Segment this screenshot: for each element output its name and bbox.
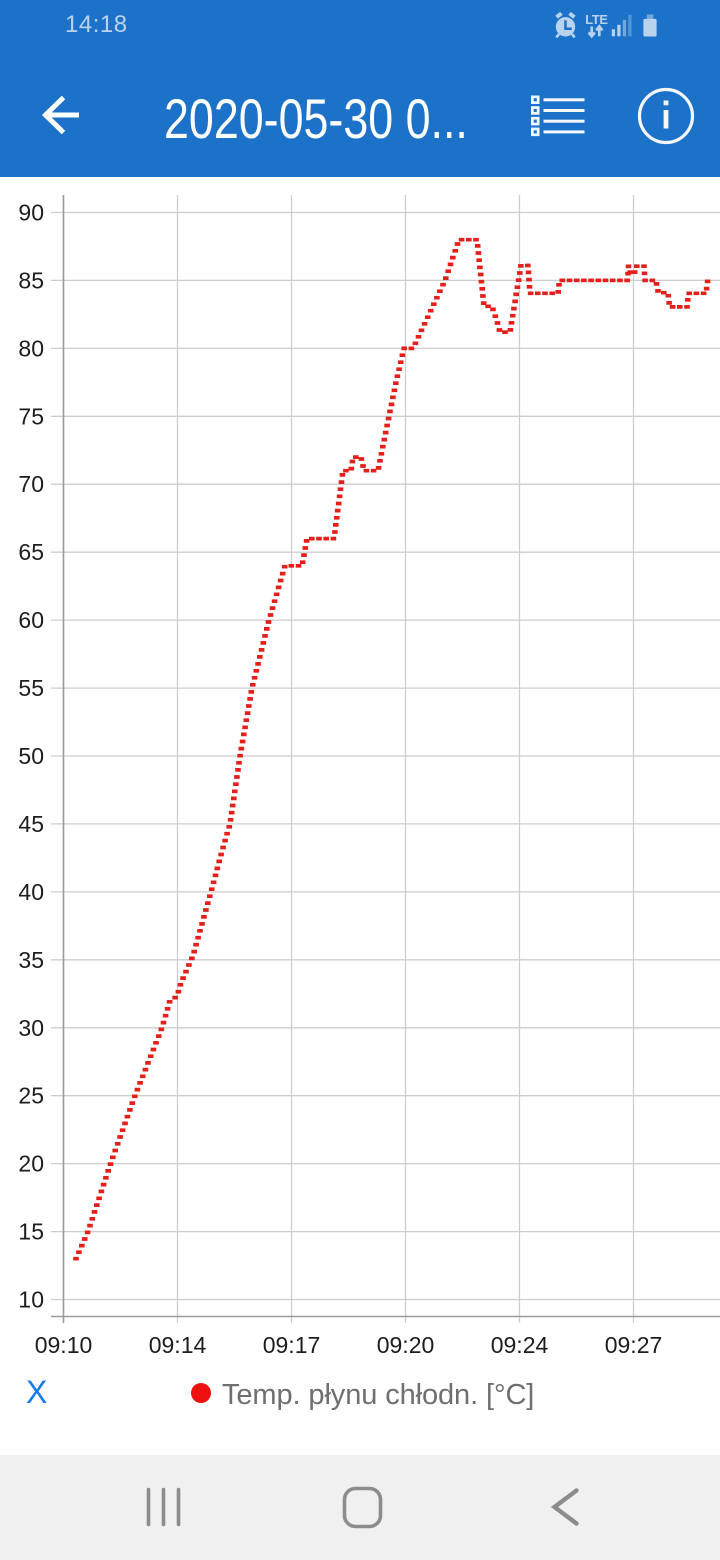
svg-text:X: X: [26, 1374, 47, 1410]
svg-text:09:10: 09:10: [35, 1332, 93, 1358]
svg-text:30: 30: [18, 1015, 44, 1041]
svg-text:45: 45: [18, 811, 44, 837]
svg-text:85: 85: [18, 267, 44, 293]
svg-text:35: 35: [18, 947, 44, 973]
svg-text:LTE: LTE: [585, 12, 608, 27]
svg-text:75: 75: [18, 403, 44, 429]
svg-text:20: 20: [18, 1151, 44, 1177]
svg-text:55: 55: [18, 675, 44, 701]
svg-text:60: 60: [18, 607, 44, 633]
svg-text:40: 40: [18, 879, 44, 905]
svg-text:Temp. płynu chłodn. [°C]: Temp. płynu chłodn. [°C]: [222, 1379, 534, 1411]
svg-text:50: 50: [18, 743, 44, 769]
svg-text:09:20: 09:20: [377, 1332, 435, 1358]
svg-text:15: 15: [18, 1219, 44, 1245]
svg-text:65: 65: [18, 539, 44, 565]
svg-text:70: 70: [18, 471, 44, 497]
svg-text:09:27: 09:27: [605, 1332, 663, 1358]
svg-text:10: 10: [18, 1287, 44, 1313]
svg-text:90: 90: [18, 200, 44, 226]
svg-text:09:17: 09:17: [263, 1332, 321, 1358]
svg-text:80: 80: [18, 335, 44, 361]
svg-text:09:14: 09:14: [149, 1332, 207, 1358]
svg-text:25: 25: [18, 1083, 44, 1109]
svg-text:09:24: 09:24: [491, 1332, 549, 1358]
